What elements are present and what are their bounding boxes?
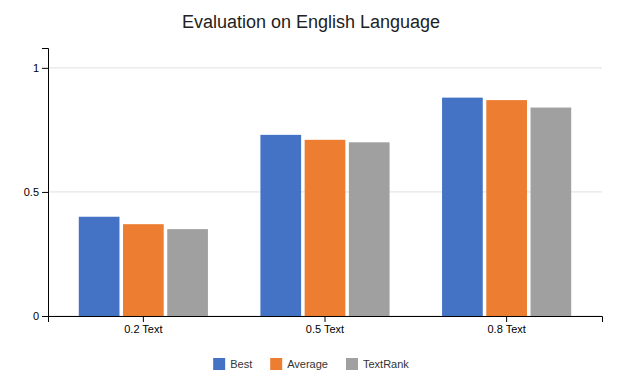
legend-label: Best: [230, 358, 252, 370]
bar: [442, 98, 483, 316]
x-tick: 0.5 Text: [306, 316, 344, 335]
bar: [79, 217, 120, 316]
x-tick: 0.2 Text: [124, 316, 162, 335]
bar-series: [123, 100, 527, 316]
x-tick-mark: [143, 316, 144, 322]
chart: Evaluation on English Language00.510.2 T…: [0, 0, 622, 388]
legend-label: Average: [287, 358, 328, 370]
bar: [305, 140, 346, 316]
plot: 00.510.2 Text0.5 Text0.8 Text: [24, 49, 603, 335]
y-tick: 0.5: [24, 186, 48, 198]
y-tick-label: 0: [33, 310, 39, 322]
y-tick-label: 0.5: [24, 186, 39, 198]
x-axis-line: [49, 317, 603, 323]
x-tick-label: 0.5 Text: [306, 323, 344, 335]
y-tick: 1: [33, 62, 48, 74]
y-tick-label: 1: [33, 62, 39, 74]
legend-swatch: [270, 358, 282, 370]
title: Evaluation on English Language: [182, 12, 440, 32]
x-tick-mark: [506, 316, 507, 322]
y-axis-line: [42, 49, 49, 317]
x-tick-mark: [325, 316, 326, 322]
legend-label: TextRank: [363, 358, 409, 370]
y-tick-mark: [42, 316, 48, 317]
bar-series: [167, 108, 571, 316]
y-tick-mark: [42, 192, 48, 193]
grid-line: [48, 67, 602, 68]
bars: [79, 98, 571, 316]
x-tick: 0.8 Text: [487, 316, 525, 335]
x-tick-label: 0.8 Text: [487, 323, 525, 335]
y-tick: 0: [33, 310, 48, 322]
x-tick-label: 0.2 Text: [124, 323, 162, 335]
y-tick-mark: [42, 68, 48, 69]
bar-series: [79, 98, 483, 316]
x-axis: 0.2 Text 0.5 Text 0.8 Text: [49, 316, 603, 335]
legend: Best Average TextRank: [213, 358, 409, 370]
bar: [167, 229, 208, 316]
legend-swatch: [213, 358, 225, 370]
legend-item: Average: [270, 358, 328, 370]
bar: [260, 135, 301, 316]
legend-item: Best: [213, 358, 252, 370]
y-axis: 00.51: [24, 49, 49, 323]
bar: [349, 142, 390, 316]
legend-swatch: [346, 358, 358, 370]
bar: [531, 108, 572, 316]
bar: [123, 224, 164, 316]
grid: [48, 68, 602, 316]
legend-item: TextRank: [346, 358, 409, 370]
bar: [486, 100, 527, 316]
